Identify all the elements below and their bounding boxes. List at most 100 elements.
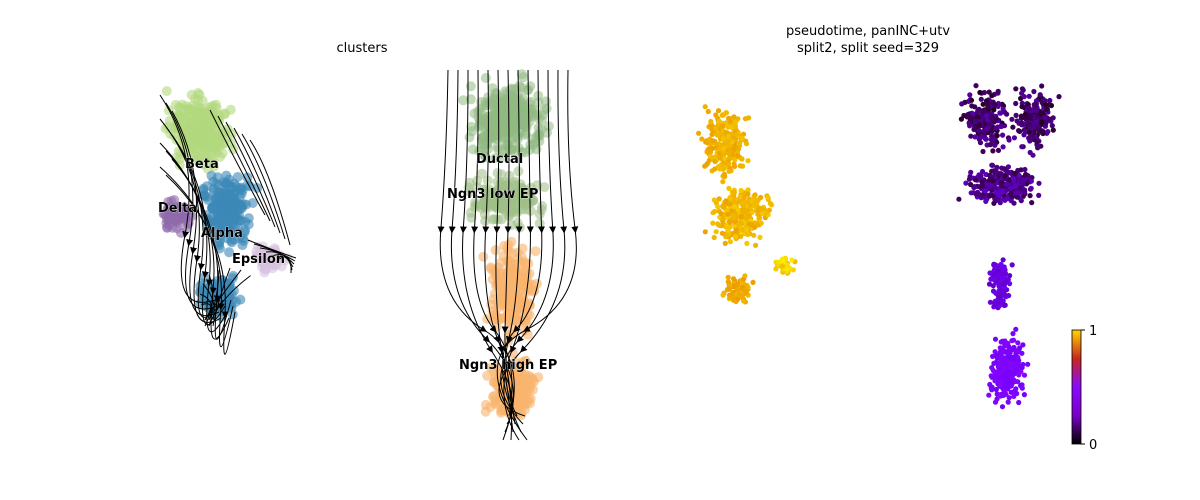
pseudotime-point <box>991 200 997 206</box>
pseudotime-point <box>985 103 991 110</box>
panel-title-clusters: clusters <box>337 41 388 56</box>
pseudotime-point <box>732 157 738 163</box>
pseudotime-point <box>979 134 985 140</box>
pseudotime-point <box>739 135 745 142</box>
point-beta <box>161 86 172 97</box>
pseudotime-point <box>733 234 739 240</box>
streamline <box>241 133 286 240</box>
pseudotime-point <box>994 352 1000 358</box>
pseudotime-point <box>1026 124 1033 130</box>
pseudotime-point <box>714 132 721 138</box>
pseudotime-point <box>1000 281 1007 287</box>
pseudotime-point <box>1013 386 1019 392</box>
point-beta <box>228 144 238 155</box>
pseudotime-point <box>998 179 1005 186</box>
pseudotime-point <box>1010 124 1016 130</box>
pseudotime-point <box>987 381 993 388</box>
pseudotime-point <box>979 168 986 175</box>
point-ductal <box>467 126 477 137</box>
point-ngn3-low-ep <box>478 184 489 195</box>
pseudotime-point <box>742 273 748 279</box>
pseudotime-point <box>740 163 746 169</box>
panel-clusters: clusters Beta Delta Alpha Epsilon Ductal… <box>158 41 579 441</box>
pseudotime-point <box>739 214 745 220</box>
pseudotime-point <box>703 139 709 145</box>
pseudotime-point <box>725 227 731 233</box>
pseudotime-point <box>723 200 729 206</box>
pseudotime-point <box>1033 108 1039 114</box>
pseudotime-point <box>702 229 708 235</box>
pseudotime-point <box>1019 120 1025 126</box>
streamline <box>217 115 271 222</box>
pseudotime-point <box>779 263 786 269</box>
pseudotime-point <box>722 164 728 170</box>
pseudotime-point <box>1015 340 1021 346</box>
pseudotime-point <box>740 280 747 286</box>
pseudotime-point <box>1019 90 1025 96</box>
pseudotime-point <box>1010 355 1017 361</box>
pseudotime-point <box>997 110 1004 116</box>
pseudotime-point <box>729 208 735 214</box>
cluster-label-ductal: Ductal <box>476 152 523 167</box>
point-beta <box>173 102 184 113</box>
panel-pseudotime: pseudotime, panINC+utv split2, split see… <box>696 24 1097 453</box>
point-alpha <box>205 291 216 302</box>
colorbar-gradient <box>1071 329 1082 445</box>
pseudotime-point <box>744 240 750 246</box>
pseudotime-point <box>1009 262 1015 268</box>
point-ngn3-high-ep <box>503 308 514 319</box>
point-ngn3-low-ep <box>487 214 498 225</box>
pseudotime-point <box>720 215 726 221</box>
pseudotime-point <box>734 287 740 293</box>
point-ngn3-low-ep <box>476 203 487 214</box>
pseudotime-point <box>1056 94 1062 100</box>
point-ngn3-high-ep <box>503 240 514 250</box>
pseudotime-point <box>978 173 984 179</box>
point-beta <box>202 114 213 125</box>
pseudotime-point <box>1012 170 1018 177</box>
point-alpha <box>237 240 248 251</box>
point-ngn3-high-ep <box>515 257 525 268</box>
pseudotime-point <box>718 211 725 217</box>
streamline <box>225 121 276 228</box>
pseudotime-point <box>996 282 1002 288</box>
point-alpha <box>207 202 218 213</box>
pseudotime-point <box>995 147 1002 153</box>
pseudotime-point <box>1017 345 1023 351</box>
pseudotime-point <box>1039 119 1045 125</box>
pseudotime-point <box>758 220 764 226</box>
pseudotime-point <box>715 108 722 114</box>
pseudotime-point <box>973 83 979 89</box>
point-ngn3-low-ep <box>537 201 548 211</box>
pseudotime-point <box>779 256 785 262</box>
pseudotime-point <box>996 294 1002 301</box>
pseudotime-point <box>1043 102 1049 108</box>
point-beta <box>205 136 216 147</box>
pseudotime-point <box>713 125 719 131</box>
pseudotime-point <box>999 392 1005 398</box>
pseudotime-point <box>1006 395 1012 401</box>
pseudotime-point <box>745 231 751 237</box>
pseudotime-point <box>699 136 705 142</box>
pseudotime-point <box>980 101 986 107</box>
pseudotime-point <box>1019 350 1025 356</box>
colorbar-label-max: 1 <box>1089 324 1097 339</box>
pseudotime-point <box>968 169 974 175</box>
point-beta <box>181 101 192 112</box>
pseudotime-point <box>983 136 989 142</box>
pseudotime-point <box>1005 350 1011 356</box>
pseudotime-point <box>1003 356 1009 362</box>
point-beta <box>163 121 173 132</box>
point-ngn3-low-ep <box>539 182 550 193</box>
point-ductal <box>467 144 478 155</box>
point-beta <box>197 95 208 106</box>
point-alpha <box>206 170 217 181</box>
pseudotime-point <box>742 198 748 204</box>
pseudotime-point <box>1001 302 1007 308</box>
pseudotime-point <box>1021 392 1027 398</box>
pseudotime-point <box>983 198 989 204</box>
point-ductal <box>465 81 476 92</box>
point-ngn3-low-ep <box>503 211 514 222</box>
pseudotime-point <box>722 240 728 246</box>
